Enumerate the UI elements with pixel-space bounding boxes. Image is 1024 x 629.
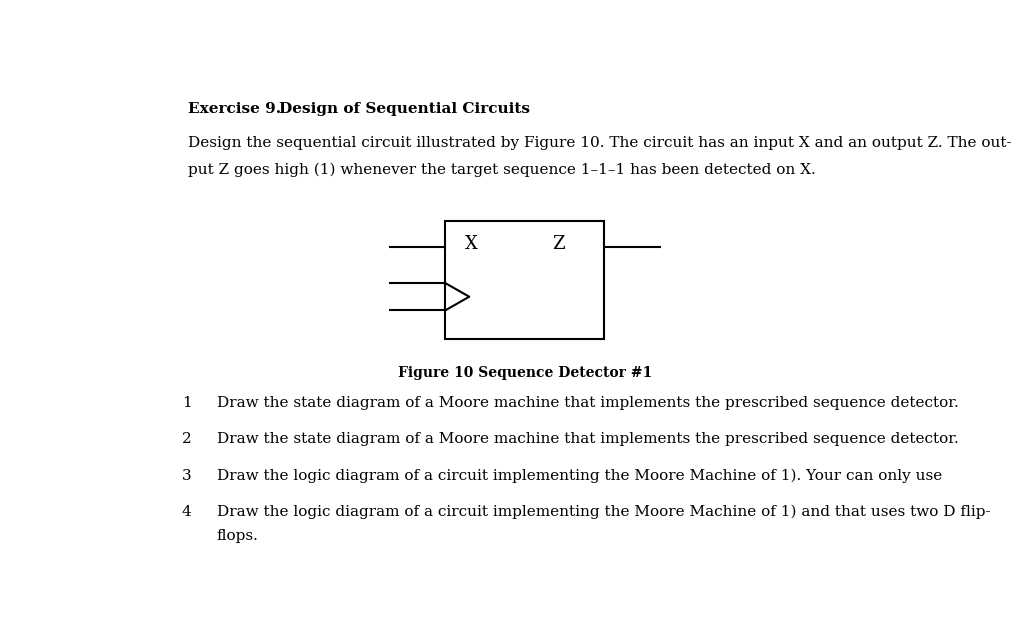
- Text: flops.: flops.: [217, 529, 259, 543]
- Text: Design of Sequential Circuits: Design of Sequential Circuits: [279, 102, 529, 116]
- Text: Z: Z: [553, 235, 565, 253]
- Text: 4: 4: [182, 505, 191, 519]
- Text: put Z goes high (1) whenever the target sequence 1–1–1 has been detected on X.: put Z goes high (1) whenever the target …: [187, 163, 815, 177]
- Text: 2: 2: [182, 432, 191, 447]
- Text: Design the sequential circuit illustrated by Figure 10. The circuit has an input: Design the sequential circuit illustrate…: [187, 136, 1011, 150]
- Text: 3: 3: [182, 469, 191, 482]
- Text: Draw the state diagram of a Moore machine that implements the prescribed sequenc: Draw the state diagram of a Moore machin…: [217, 396, 958, 410]
- Text: Figure 10 Sequence Detector #1: Figure 10 Sequence Detector #1: [397, 366, 652, 380]
- Text: 1: 1: [182, 396, 191, 410]
- Text: X: X: [465, 235, 478, 253]
- Text: Draw the logic diagram of a circuit implementing the Moore Machine of 1) and tha: Draw the logic diagram of a circuit impl…: [217, 505, 990, 520]
- Bar: [445, 221, 604, 340]
- Text: Draw the logic diagram of a circuit implementing the Moore Machine of 1). Your c: Draw the logic diagram of a circuit impl…: [217, 469, 942, 483]
- Text: Exercise 9.: Exercise 9.: [187, 102, 281, 116]
- Text: Draw the state diagram of a Moore machine that implements the prescribed sequenc: Draw the state diagram of a Moore machin…: [217, 432, 958, 447]
